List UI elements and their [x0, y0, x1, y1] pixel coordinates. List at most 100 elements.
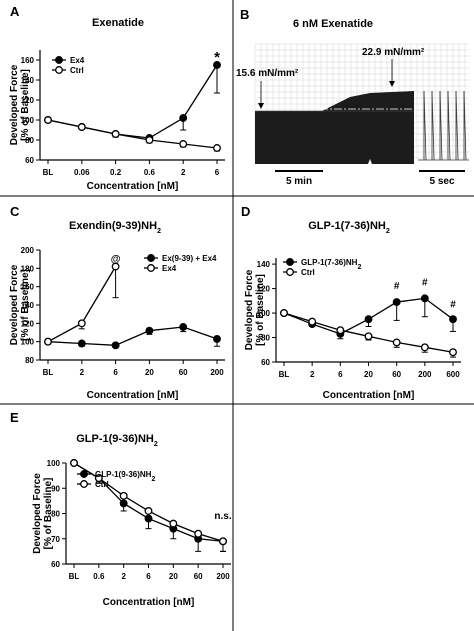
- data-point: [77, 123, 86, 131]
- legend-label: Ctrl: [301, 268, 315, 277]
- legend-marker: [55, 66, 63, 74]
- legend-label: Ex(9-39) + Ex4: [162, 254, 217, 263]
- y-tick-label: 120: [21, 96, 35, 105]
- data-point: [179, 140, 188, 148]
- x-tick-label: 2: [310, 370, 315, 379]
- data-point: [179, 114, 188, 122]
- y-axis-label: Developed Force: [32, 473, 43, 554]
- panel-b-letter: B: [240, 7, 249, 22]
- legend-marker: [286, 258, 294, 266]
- chart-title-subscript: 2: [386, 228, 390, 235]
- legend-label: Ctrl: [70, 66, 84, 75]
- legend-label-main: Ctrl: [70, 66, 84, 75]
- x-tick-label: 2: [121, 572, 126, 581]
- x-tick-label: BL: [279, 370, 290, 379]
- legend-marker: [286, 268, 294, 276]
- chart-title: GLP-1(9-36)NH2: [76, 433, 158, 448]
- panel-letter: E: [10, 410, 19, 425]
- series-open: [44, 262, 120, 346]
- baseline-force-label: 15.6 mN/mm²: [236, 68, 299, 79]
- series-line: [47, 119, 218, 149]
- data-point: [70, 459, 78, 467]
- data-point: [336, 326, 345, 335]
- x-tick-label: 20: [145, 368, 154, 377]
- data-point: [77, 319, 86, 328]
- x-tick-label: 60: [392, 370, 401, 379]
- legend-marker: [80, 470, 88, 478]
- y-axis-label-units: [% of Baseline]: [255, 274, 266, 346]
- chart-title-subscript: 2: [154, 441, 158, 448]
- x-axis-label: Concentration [nM]: [87, 181, 179, 192]
- y-tick-label: 120: [21, 319, 35, 328]
- data-point: [364, 332, 373, 341]
- x-tick-label: 6: [338, 370, 343, 379]
- data-point: [280, 309, 288, 318]
- x-tick-label: 600: [446, 370, 460, 379]
- data-point: [392, 298, 401, 306]
- chart-title-main: Exendin(9-39)NH: [69, 220, 157, 232]
- data-point: [420, 294, 429, 303]
- y-tick-label: 80: [51, 510, 60, 519]
- series-open: [280, 309, 457, 358]
- panel-b-title: 6 nM Exenatide: [293, 18, 373, 30]
- x-tick-label: 2: [181, 168, 186, 177]
- y-tick-label: 100: [257, 309, 271, 318]
- series-line: [47, 266, 117, 343]
- legend-label: Ctrl: [95, 480, 109, 489]
- chart-title-main: GLP-1(9-36)NH: [76, 433, 154, 445]
- y-axis-label: Developed Force: [9, 64, 20, 145]
- significance-annotation: *: [214, 49, 220, 66]
- significance-annotation: #: [450, 299, 456, 310]
- data-point: [44, 337, 52, 346]
- y-tick-label: 180: [21, 264, 35, 273]
- chart-title-main: Exenatide: [92, 17, 144, 29]
- x-axis-label: Concentration [nM]: [87, 390, 179, 401]
- data-point: [213, 61, 221, 69]
- y-axis-label-units: [% of Baseline]: [43, 478, 54, 550]
- y-tick-label: 80: [25, 356, 34, 365]
- data-point: [111, 262, 120, 271]
- series-open: [70, 459, 227, 552]
- y-tick-label: 80: [25, 136, 34, 145]
- chart-title: GLP-1(7-36)NH2: [308, 220, 390, 235]
- panel-letter: A: [10, 4, 20, 19]
- data-point: [449, 315, 457, 324]
- x-tick-label: BL: [43, 168, 54, 177]
- data-point: [194, 529, 203, 538]
- panel-letter: C: [10, 204, 20, 219]
- twitch-relaxation-3: [439, 90, 443, 161]
- y-tick-label: 60: [25, 156, 34, 165]
- series-filled: [280, 294, 457, 340]
- scale-bar-slow-label: 5 min: [286, 176, 312, 187]
- x-tick-label: 60: [194, 572, 203, 581]
- panel-a-chart: A Exenatide 60 80 100 120 140 160 BL 0.06 0.2 0.6 2 6…: [9, 4, 225, 192]
- legend-label-main: GLP-1(9-36)NH: [95, 470, 152, 479]
- y-tick-label: 90: [51, 484, 60, 493]
- data-point: [213, 144, 221, 152]
- data-point: [364, 315, 373, 324]
- legend-label: Ex4: [70, 56, 85, 65]
- x-tick-label: 60: [179, 368, 188, 377]
- legend-label-main: Ctrl: [95, 480, 109, 489]
- data-point: [169, 519, 178, 528]
- x-tick-label: 2: [80, 368, 85, 377]
- data-point: [144, 507, 153, 515]
- series-line: [47, 326, 218, 346]
- series-open: [44, 116, 221, 152]
- x-tick-label: 20: [364, 370, 373, 379]
- y-axis-label: Developed Force: [244, 269, 255, 350]
- x-tick-label: 0.06: [74, 168, 90, 177]
- x-axis-label: Concentration [nM]: [323, 390, 415, 401]
- y-tick-label: 100: [21, 338, 35, 347]
- data-point: [420, 343, 429, 352]
- peak-force-label: 22.9 mN/mm²: [362, 47, 425, 58]
- series-line: [47, 64, 218, 139]
- data-point: [179, 323, 188, 331]
- legend-marker: [147, 264, 155, 272]
- y-tick-label: 160: [21, 56, 35, 65]
- significance-annotation: #: [422, 277, 428, 288]
- x-tick-label: BL: [43, 368, 54, 377]
- data-point: [119, 491, 128, 500]
- legend-label: Ex4: [162, 264, 177, 273]
